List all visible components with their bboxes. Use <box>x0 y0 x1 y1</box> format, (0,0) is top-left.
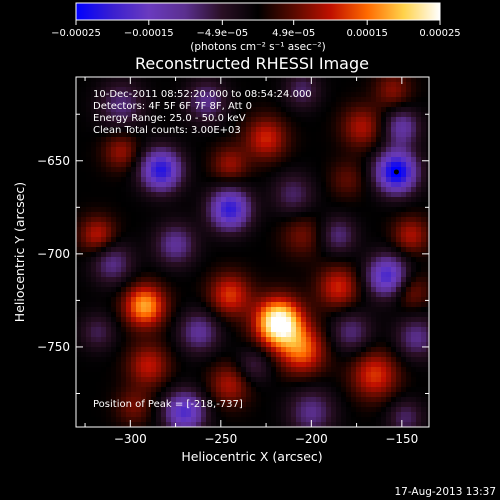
x-tick-label: −300 <box>114 432 147 446</box>
colorbar <box>75 2 441 21</box>
colorbar-unit-label: (photons cm⁻² s⁻¹ asec⁻²) <box>190 41 325 53</box>
annotation-line: Detectors: 4F 5F 6F 7F 8F, Att 0 <box>93 101 252 112</box>
heatmap <box>76 77 429 427</box>
plot-frame <box>75 76 430 428</box>
timestamp: 17-Aug-2013 13:37 <box>394 486 496 498</box>
annotation-line: 10-Dec-2011 08:52:20.000 to 08:54:24.000 <box>93 89 312 100</box>
x-tick-label: −150 <box>385 432 418 446</box>
y-axis-label: Heliocentric Y (arcsec) <box>12 182 27 322</box>
plot-area <box>76 77 429 427</box>
annotation-block: 10-Dec-2011 08:52:20.000 to 08:54:24.000… <box>93 89 312 136</box>
y-axis: −650 −700 −750 <box>37 113 429 394</box>
y-tick-label: −700 <box>37 247 70 261</box>
x-axis: −300 −250 −200 −150 <box>84 77 418 446</box>
y-tick-label: −650 <box>37 154 70 168</box>
colorbar-ticks: −0.00025 −0.00015 −4.9e−05 4.9e−05 0.00015 0.… <box>51 20 461 39</box>
annotation-line: Energy Range: 25.0 - 50.0 keV <box>93 113 246 124</box>
colorbar-tick-label: 4.9e−05 <box>272 28 315 39</box>
colorbar-tick-label: −4.9e−05 <box>197 28 249 39</box>
colorbar-tick-label: −0.00015 <box>124 28 174 39</box>
chart-title: Reconstructed RHESSI Image <box>135 54 369 73</box>
x-axis-label: Heliocentric X (arcsec) <box>181 449 322 464</box>
colorbar-tick-label: 0.00025 <box>419 28 460 39</box>
x-tick-label: −200 <box>295 432 328 446</box>
minimum-marker <box>393 169 399 175</box>
x-tick-label: −250 <box>204 432 237 446</box>
colorbar-tick-label: −0.00025 <box>51 28 101 39</box>
annotation-line: Clean Total counts: 3.00E+03 <box>93 125 241 136</box>
y-tick-label: −750 <box>37 340 70 354</box>
colorbar-tick-label: 0.00015 <box>347 28 388 39</box>
peak-position-label: Position of Peak = [-218,-737] <box>93 399 243 410</box>
